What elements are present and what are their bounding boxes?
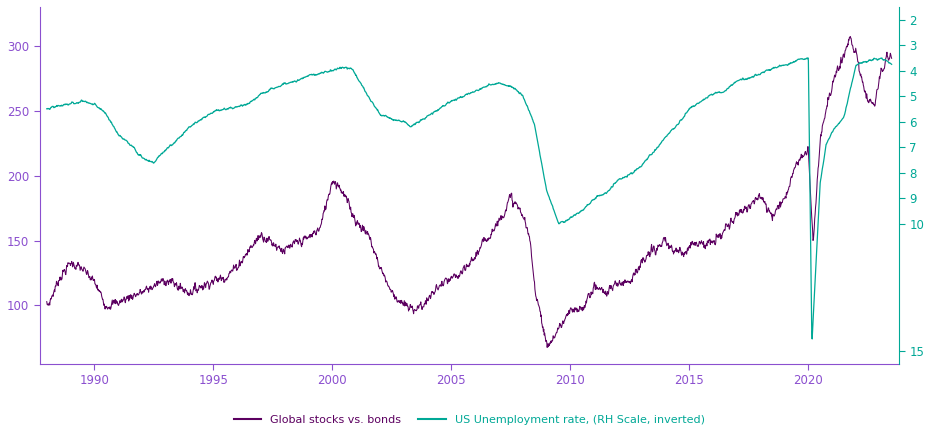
Legend: Global stocks vs. bonds, US Unemployment rate, (RH Scale, inverted): Global stocks vs. bonds, US Unemployment… xyxy=(229,411,709,428)
